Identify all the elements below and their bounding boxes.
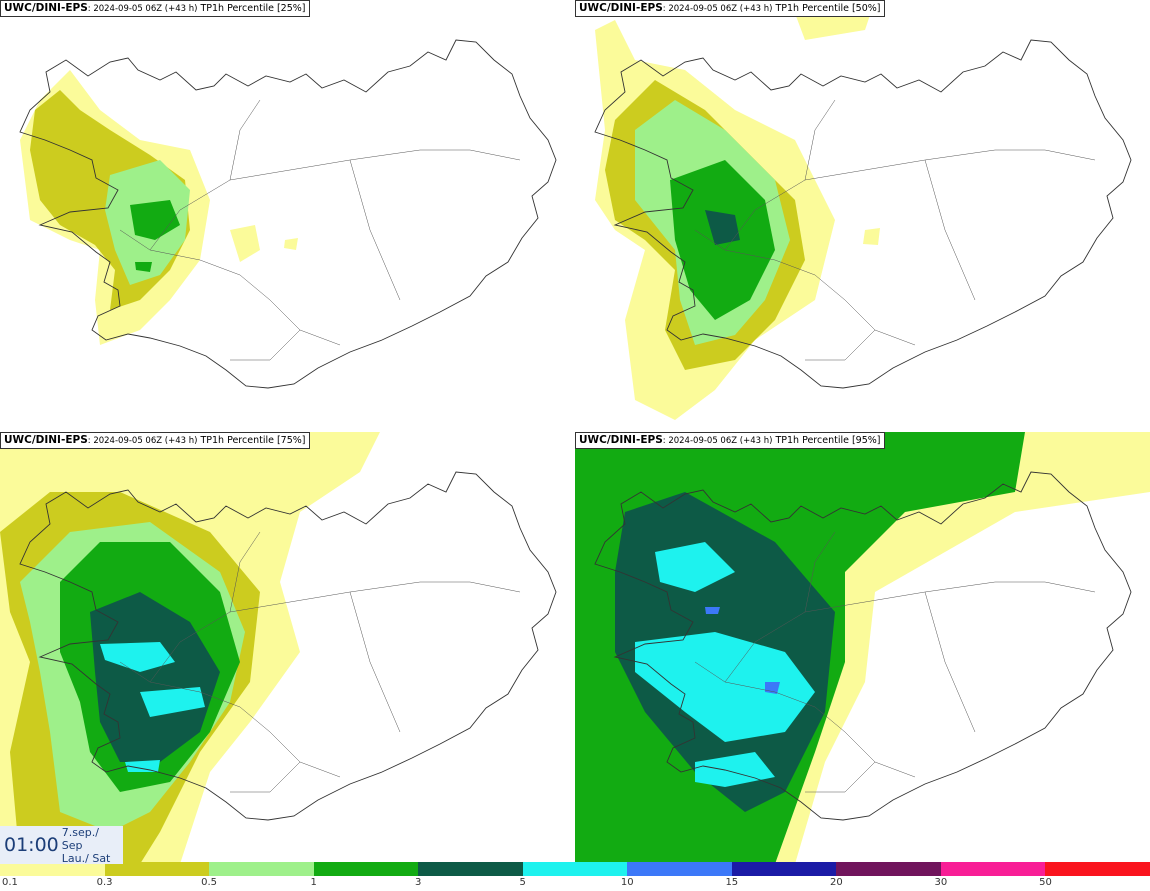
legend-ticks: 0.1 0.3 0.5 1 3 5 10 15 20 30 50	[0, 877, 1150, 891]
precip-map	[575, 432, 1150, 864]
panel-title-p50: UWC/DINI-EPS: 2024-09-05 06Z (+43 h) TP1…	[575, 0, 885, 17]
legend-tick-label: 1	[310, 877, 317, 888]
panel-title-p95: UWC/DINI-EPS: 2024-09-05 06Z (+43 h) TP1…	[575, 432, 885, 449]
legend-swatch	[522, 862, 628, 876]
valid-day-line: Lau./ Sat	[61, 851, 111, 865]
legend-swatch	[0, 862, 105, 876]
legend-tick-label: 0.3	[96, 877, 113, 888]
legend-tick-label: 0.5	[201, 877, 218, 888]
valid-time: 01:00	[4, 834, 59, 856]
map-panel-p50: UWC/DINI-EPS: 2024-09-05 06Z (+43 h) TP1…	[575, 0, 1150, 432]
legend-swatch	[1045, 862, 1150, 876]
legend-tick-label: 10	[620, 877, 634, 888]
precip-map	[0, 432, 557, 864]
precip-map	[594, 0, 1132, 420]
legend-tick-label: 20	[829, 877, 843, 888]
valid-time-box: 01:00 7.sep./ Sep Lau./ Sat	[0, 826, 123, 865]
legend-swatch	[104, 862, 210, 876]
panel-title-p75: UWC/DINI-EPS: 2024-09-05 06Z (+43 h) TP1…	[0, 432, 310, 449]
legend-swatch	[418, 862, 523, 876]
precip-map	[19, 39, 557, 389]
legend-tick-label: 0.1	[2, 877, 18, 888]
panel-title-p25: UWC/DINI-EPS: 2024-09-05 06Z (+43 h) TP1…	[0, 0, 310, 17]
legend-tick-label: 3	[414, 877, 422, 888]
legend-colorbar	[0, 862, 1150, 876]
map-panel-p75: UWC/DINI-EPS: 2024-09-05 06Z (+43 h) TP1…	[0, 432, 575, 864]
valid-date: 7.sep./ Sep Lau./ Sat	[62, 826, 123, 865]
legend-swatch	[731, 862, 837, 876]
legend-swatch	[209, 862, 314, 876]
legend-swatch	[313, 862, 419, 876]
legend-tick-label: 15	[725, 877, 739, 888]
valid-date-line: 7.sep./ Sep	[61, 825, 99, 852]
legend-swatch	[940, 862, 1046, 876]
legend-swatch	[627, 862, 732, 876]
legend-swatch	[836, 862, 941, 876]
map-panel-p95: UWC/DINI-EPS: 2024-09-05 06Z (+43 h) TP1…	[575, 432, 1150, 864]
legend-tick-label: 50	[1039, 877, 1052, 888]
legend-tick-label: 5	[519, 877, 526, 888]
legend-tick-label: 30	[934, 877, 948, 888]
map-panel-p25: UWC/DINI-EPS: 2024-09-05 06Z (+43 h) TP1…	[0, 0, 575, 432]
